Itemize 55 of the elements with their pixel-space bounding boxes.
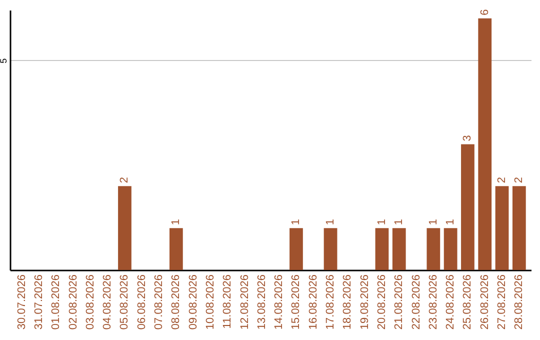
bar xyxy=(495,186,509,270)
data-label: 1 xyxy=(324,218,337,226)
data-label: 1 xyxy=(170,218,182,226)
x-tick-label: 20.08.2026 xyxy=(376,274,388,330)
bar xyxy=(444,228,458,270)
bar xyxy=(426,228,440,270)
x-tick-label: 22.08.2026 xyxy=(410,274,422,330)
bar xyxy=(512,186,526,270)
x-tick-label: 17.08.2026 xyxy=(324,274,337,330)
bar xyxy=(169,228,183,270)
x-tick-label: 02.08.2026 xyxy=(67,274,80,330)
x-tick-label: 09.08.2026 xyxy=(187,274,200,330)
data-label: 2 xyxy=(496,177,508,184)
data-label: 6 xyxy=(478,9,491,16)
x-tick-label: 05.08.2026 xyxy=(118,274,131,330)
x-tick-label: 30.07.2026 xyxy=(16,274,28,330)
bar xyxy=(461,144,474,270)
x-tick-label: 08.08.2026 xyxy=(170,274,182,330)
x-tick-label: 26.08.2026 xyxy=(478,274,491,330)
data-label: 1 xyxy=(376,218,388,226)
bar xyxy=(478,18,492,270)
data-label: 1 xyxy=(290,218,302,226)
x-tick-label: 06.08.2026 xyxy=(136,274,148,330)
x-tick-label: 23.08.2026 xyxy=(427,274,440,330)
x-tick-label: 15.08.2026 xyxy=(290,274,302,330)
x-tick-label: 04.08.2026 xyxy=(102,274,114,330)
x-tick-label: 24.08.2026 xyxy=(444,274,457,330)
x-tick-label: 25.08.2026 xyxy=(462,274,474,330)
bar xyxy=(324,228,338,270)
data-label: 1 xyxy=(427,218,440,226)
data-label: 1 xyxy=(444,218,457,226)
data-label: 2 xyxy=(118,177,131,184)
x-tick-label: 16.08.2026 xyxy=(307,274,320,330)
data-label: 1 xyxy=(393,218,406,226)
x-tick-label: 10.08.2026 xyxy=(204,274,216,330)
bar xyxy=(118,186,132,270)
x-tick-label: 21.08.2026 xyxy=(393,274,406,330)
x-tick-label: 27.08.2026 xyxy=(496,274,508,330)
bar xyxy=(392,228,406,270)
x-tick-label: 19.08.2026 xyxy=(358,274,371,330)
y-tick-label: 5 xyxy=(0,58,8,64)
data-label: 3 xyxy=(462,135,474,142)
x-tick-label: 01.08.2026 xyxy=(50,274,62,330)
x-tick-label: 03.08.2026 xyxy=(84,274,96,330)
x-tick-label: 07.08.2026 xyxy=(153,274,166,330)
bar xyxy=(375,228,389,270)
x-tick-label: 14.08.2026 xyxy=(273,274,286,330)
x-tick-label: 12.08.2026 xyxy=(238,274,251,330)
bar xyxy=(290,228,303,270)
x-tick-label: 31.07.2026 xyxy=(32,274,45,330)
x-tick-label: 11.08.2026 xyxy=(222,274,234,329)
data-label: 2 xyxy=(513,177,526,184)
x-tick-label: 28.08.2026 xyxy=(513,274,526,330)
x-tick-label: 13.08.2026 xyxy=(256,274,268,330)
x-tick-label: 18.08.2026 xyxy=(342,274,354,330)
